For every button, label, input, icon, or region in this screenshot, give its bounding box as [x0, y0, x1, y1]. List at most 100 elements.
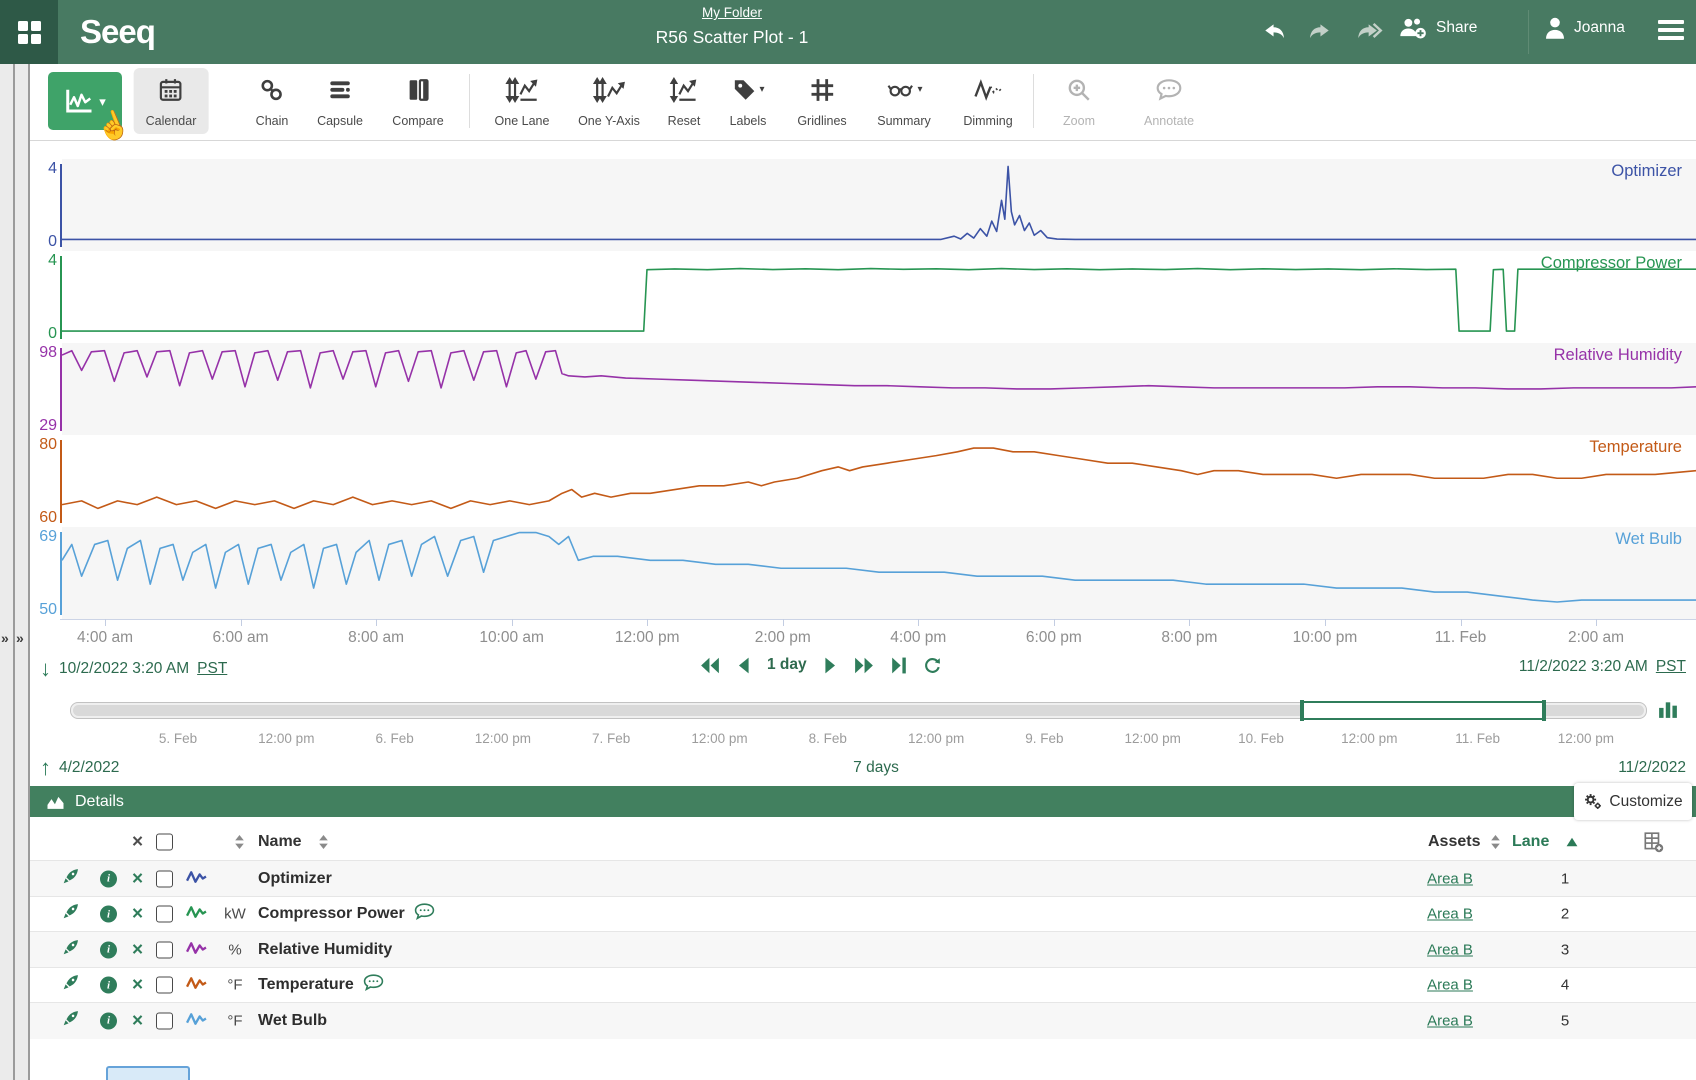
toolbar-calendar[interactable]: Calendar: [134, 68, 209, 134]
info-icon[interactable]: i: [100, 1012, 117, 1029]
remove-icon[interactable]: ×: [132, 940, 143, 959]
toolbar-one-y-axis[interactable]: One Y-Axis: [578, 74, 640, 128]
step-size-label[interactable]: 1 day: [767, 656, 807, 674]
row-checkbox[interactable]: [156, 1012, 173, 1029]
series-plot[interactable]: [62, 159, 1696, 251]
toolbar-chain[interactable]: Chain: [256, 74, 289, 128]
skip-to-end-button[interactable]: [891, 657, 907, 674]
asset-link[interactable]: Area B: [1400, 977, 1500, 994]
comment-icon[interactable]: [363, 974, 384, 996]
row-checkbox[interactable]: [156, 870, 173, 887]
toolbar-one-lane[interactable]: One Lane: [495, 74, 550, 128]
customize-button[interactable]: Customize: [1574, 783, 1692, 820]
step-forward-button[interactable]: [824, 657, 837, 674]
collapsed-panel-left-1[interactable]: »: [0, 64, 15, 1080]
row-checkbox[interactable]: [156, 941, 173, 958]
investigate-end-date[interactable]: 11/2/2022: [1618, 759, 1686, 777]
row-checkbox[interactable]: [156, 977, 173, 994]
trend-rocket-icon[interactable]: [62, 868, 79, 890]
column-header-name[interactable]: Name: [258, 833, 302, 851]
column-header-lane[interactable]: Lane: [1512, 833, 1549, 851]
skip-back-button[interactable]: [700, 657, 720, 674]
investigate-duration[interactable]: 7 days: [853, 759, 899, 777]
add-column-icon[interactable]: [1642, 831, 1664, 853]
sort-icon[interactable]: [234, 835, 245, 850]
sort-icon[interactable]: [318, 835, 329, 850]
signal-name: Optimizer: [258, 870, 332, 888]
share-button[interactable]: Share: [1398, 16, 1477, 40]
step-back-button[interactable]: [737, 657, 750, 674]
toolbar-compare[interactable]: Compare: [392, 74, 443, 128]
toolbar-dimming[interactable]: Dimming: [963, 74, 1012, 128]
series-plot[interactable]: [62, 435, 1696, 527]
lane-5[interactable]: 6950Wet Bulb: [30, 527, 1696, 619]
trend-rocket-icon[interactable]: [62, 939, 79, 961]
asset-link[interactable]: Area B: [1400, 906, 1500, 923]
reset-icon: [669, 74, 699, 106]
lane-2[interactable]: 40Compressor Power: [30, 251, 1696, 343]
trend-toolbar: ▾ ☝ Calendar Chain Capsule Compare: [30, 64, 1696, 141]
y-axis-max-label: 98: [30, 344, 57, 362]
trend-rocket-icon[interactable]: [62, 903, 79, 925]
timeline-tick-label: 12:00 pm: [475, 731, 531, 746]
forward-button[interactable]: [1350, 16, 1384, 46]
hamburger-menu[interactable]: [1658, 20, 1684, 44]
series-plot[interactable]: [62, 251, 1696, 343]
info-icon[interactable]: i: [100, 977, 117, 994]
range-end-datetime[interactable]: 11/2/2022 3:20 AM: [1519, 658, 1648, 676]
breadcrumb[interactable]: My Folder: [656, 5, 809, 20]
sort-icon[interactable]: [1490, 835, 1501, 850]
timeline-selection[interactable]: [1300, 701, 1547, 720]
undo-button[interactable]: [1256, 16, 1290, 46]
asset-link[interactable]: Area B: [1400, 1012, 1500, 1029]
remove-icon[interactable]: ×: [132, 869, 143, 888]
range-start-datetime[interactable]: 10/2/2022 3:20 AM: [59, 660, 189, 678]
remove-icon[interactable]: ×: [132, 976, 143, 995]
toolbar-capsule[interactable]: Capsule: [317, 74, 363, 128]
info-icon[interactable]: i: [100, 870, 117, 887]
asset-link[interactable]: Area B: [1400, 870, 1500, 887]
lane-1[interactable]: 40Optimizer: [30, 159, 1696, 251]
select-all-checkbox[interactable]: [156, 834, 173, 851]
toolbar-reset[interactable]: Reset: [668, 74, 701, 128]
series-label[interactable]: Relative Humidity: [1554, 346, 1682, 365]
collapsed-panel-left-2[interactable]: »: [15, 64, 30, 1080]
row-checkbox[interactable]: [156, 906, 173, 923]
toolbar-labels[interactable]: ▾ Labels: [730, 74, 767, 128]
timezone-link[interactable]: PST: [197, 660, 227, 678]
view-selector-button[interactable]: ▾: [48, 72, 122, 130]
selection-left-handle[interactable]: [1300, 700, 1304, 721]
refresh-button[interactable]: [924, 657, 941, 674]
info-icon[interactable]: i: [100, 941, 117, 958]
trend-rocket-icon[interactable]: [62, 1010, 79, 1032]
user-menu[interactable]: Joanna: [1544, 16, 1625, 40]
capsule-histogram-button[interactable]: [1658, 699, 1678, 724]
info-icon[interactable]: i: [100, 906, 117, 923]
unit-label: %: [216, 941, 254, 958]
sort-ascending-icon[interactable]: [1566, 837, 1578, 847]
series-plot[interactable]: [62, 527, 1696, 619]
series-label[interactable]: Compressor Power: [1541, 254, 1682, 273]
series-plot[interactable]: [62, 343, 1696, 435]
comment-icon[interactable]: [414, 903, 435, 925]
column-header-assets[interactable]: Assets: [1428, 833, 1480, 851]
series-label[interactable]: Optimizer: [1611, 162, 1682, 181]
asset-link[interactable]: Area B: [1400, 941, 1500, 958]
toolbar-gridlines[interactable]: Gridlines: [797, 74, 846, 128]
remove-all-icon[interactable]: ×: [132, 833, 143, 852]
series-label[interactable]: Temperature: [1589, 438, 1682, 457]
timezone-link[interactable]: PST: [1656, 658, 1686, 676]
lane-4[interactable]: 8060Temperature: [30, 435, 1696, 527]
trend-rocket-icon[interactable]: [62, 974, 79, 996]
app-switcher-button[interactable]: [0, 0, 58, 64]
lane-3[interactable]: 9829Relative Humidity: [30, 343, 1696, 435]
redo-button[interactable]: [1304, 16, 1338, 46]
timeline-slider-track[interactable]: [70, 702, 1647, 719]
remove-icon[interactable]: ×: [132, 1011, 143, 1030]
fast-forward-button[interactable]: [854, 657, 874, 674]
investigate-start-date[interactable]: 4/2/2022: [59, 759, 119, 777]
selection-right-handle[interactable]: [1542, 700, 1546, 721]
toolbar-summary[interactable]: ▾ Summary: [877, 74, 930, 128]
series-label[interactable]: Wet Bulb: [1615, 530, 1682, 549]
remove-icon[interactable]: ×: [132, 905, 143, 924]
